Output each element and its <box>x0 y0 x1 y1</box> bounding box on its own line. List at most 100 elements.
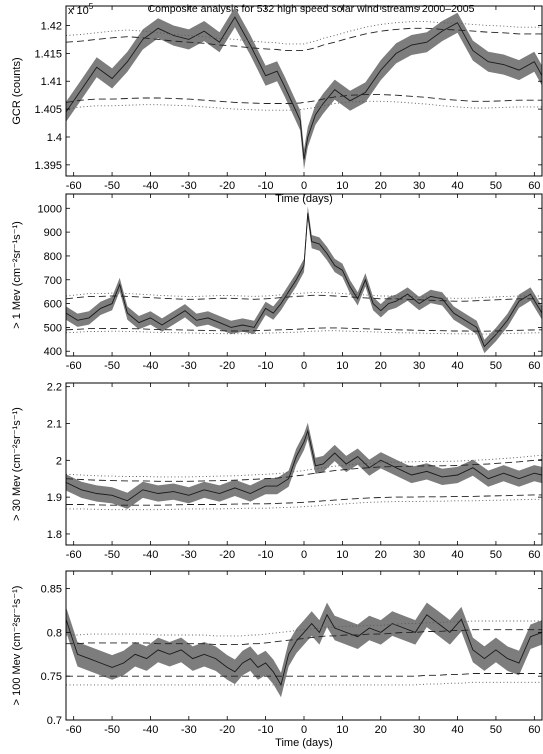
x-tick-label: -50 <box>104 360 120 372</box>
x-tick-label: 30 <box>413 180 425 192</box>
x-tick-label: 40 <box>451 724 463 736</box>
panels: -60 -50 -40 -30 -20 -10 0 10 20 30 40 50 601.3951.41… <box>11 2 543 749</box>
x-tick-label: -30 <box>181 724 197 736</box>
y-tick-label: 0.7 <box>47 715 62 727</box>
x-tick-label: 20 <box>375 724 387 736</box>
panel-2: -60 -50 -40 -30 -20 -10 0 10 20 30 40 50 60 400 500 600… <box>11 193 543 372</box>
y-tick-label: 1.42 <box>41 21 62 33</box>
y-tick-label: 2 <box>56 455 62 467</box>
x-axis-label: Time (days) <box>275 737 333 749</box>
mean-line <box>66 613 542 687</box>
panel-1: -60 -50 -40 -30 -20 -10 0 10 20 30 40 50 601.3951.41… <box>11 2 543 205</box>
x-tick-label: 0 <box>301 549 307 561</box>
panel-4: -60 -50 -40 -30 -20 -10 0 10 20 30 40 50 60 0.7 0.75 0.… <box>11 570 543 749</box>
x-axis-label: Time (days) <box>275 193 333 205</box>
y-tick-label: 1.415 <box>34 48 62 60</box>
y-axis-label: > 1 Mev (cm⁻²sr⁻¹s⁻¹) <box>11 221 23 329</box>
x-tick-label: 20 <box>375 549 387 561</box>
y-axis-label: GCR (counts) <box>11 57 23 124</box>
x-tick-label: 30 <box>413 724 425 736</box>
x-tick-label: 20 <box>375 360 387 372</box>
panel-3: -60 -50 -40 -30 -20 -10 0 10 20 30 40 50 60 1.8 1.9 2 2.… <box>11 382 543 561</box>
x-tick-label: 50 <box>490 724 502 736</box>
x-tick-label: -50 <box>104 549 120 561</box>
upper-threshold-line <box>66 629 542 646</box>
lower-threshold-line <box>66 94 542 104</box>
confidence-band <box>66 206 542 354</box>
plot-area <box>66 7 542 170</box>
upper-threshold-line <box>66 27 542 52</box>
x-tick-label: -40 <box>142 360 158 372</box>
x-tick-label: 50 <box>490 180 502 192</box>
x-tick-label: 50 <box>490 360 502 372</box>
x-tick-label: 20 <box>375 180 387 192</box>
confidence-band <box>66 422 542 509</box>
x-tick-label: 0 <box>301 724 307 736</box>
plot-area <box>66 422 542 511</box>
lower-limit-dotted-line <box>66 330 542 335</box>
x-tick-label: 40 <box>451 549 463 561</box>
x-tick-label: -40 <box>142 724 158 736</box>
x-tick-label: -20 <box>219 180 235 192</box>
x-tick-label: 40 <box>451 360 463 372</box>
x-tick-label: -50 <box>104 180 120 192</box>
mean-line <box>66 16 542 160</box>
figure-title: Composite analysis for 532 high speed so… <box>148 3 475 15</box>
y-tick-label: 2.2 <box>47 382 62 394</box>
upper-threshold-line <box>66 459 542 482</box>
y-axis-multiplier: x 105 <box>68 2 94 17</box>
x-tick-label: 60 <box>528 360 540 372</box>
y-tick-label: 1.4 <box>47 132 62 144</box>
mean-line <box>66 213 542 348</box>
plot-area <box>66 602 542 698</box>
y-tick-label: 800 <box>44 251 62 263</box>
confidence-band <box>66 602 542 698</box>
y-tick-label: 600 <box>44 299 62 311</box>
x-tick-label: -60 <box>66 360 82 372</box>
y-axis-label: > 30 Mev (cm⁻²sr⁻¹s⁻¹) <box>11 407 23 521</box>
y-tick-label: 1.395 <box>34 160 62 172</box>
y-axis-label: > 100 Mev (cm⁻²sr⁻¹s⁻¹) <box>11 586 23 706</box>
y-tick-label: 400 <box>44 346 62 358</box>
x-tick-label: 60 <box>528 180 540 192</box>
upper-limit-dotted-line <box>66 21 542 45</box>
x-tick-label: -60 <box>66 724 82 736</box>
x-tick-label: -30 <box>181 360 197 372</box>
x-tick-label: -50 <box>104 724 120 736</box>
y-tick-label: 1.9 <box>47 492 62 504</box>
lower-limit-dotted-line <box>66 100 542 111</box>
x-tick-label: 60 <box>528 724 540 736</box>
y-tick-label: 0.8 <box>47 627 62 639</box>
x-tick-label: -10 <box>258 549 274 561</box>
x-tick-label: -20 <box>219 360 235 372</box>
x-tick-label: 10 <box>336 360 348 372</box>
y-tick-label: 0.85 <box>41 584 62 596</box>
x-tick-label: -40 <box>142 180 158 192</box>
lower-limit-dotted-line <box>66 681 542 686</box>
y-tick-label: 1.405 <box>34 104 62 116</box>
x-tick-label: 10 <box>336 549 348 561</box>
x-tick-label: 50 <box>490 549 502 561</box>
upper-limit-dotted-line <box>66 454 542 478</box>
plot-area <box>66 206 542 354</box>
x-tick-label: 40 <box>451 180 463 192</box>
x-tick-label: -20 <box>219 549 235 561</box>
y-tick-label: 0.75 <box>41 671 62 683</box>
lower-threshold-line <box>66 494 542 506</box>
upper-limit-dotted-line <box>66 620 542 637</box>
y-tick-label: 900 <box>44 227 62 239</box>
y-tick-label: 500 <box>44 322 62 334</box>
upper-limit-dotted-line <box>66 291 542 299</box>
x-tick-label: 30 <box>413 549 425 561</box>
y-tick-label: 1.8 <box>47 529 62 541</box>
x-tick-label: 0 <box>301 360 307 372</box>
y-tick-label: 1000 <box>38 203 62 215</box>
x-tick-label: 10 <box>336 724 348 736</box>
lower-threshold-line <box>66 673 542 677</box>
upper-threshold-line <box>66 294 542 302</box>
x-tick-label: -60 <box>66 180 82 192</box>
x-tick-label: 30 <box>413 360 425 372</box>
mean-line <box>66 429 542 502</box>
x-tick-label: -60 <box>66 549 82 561</box>
